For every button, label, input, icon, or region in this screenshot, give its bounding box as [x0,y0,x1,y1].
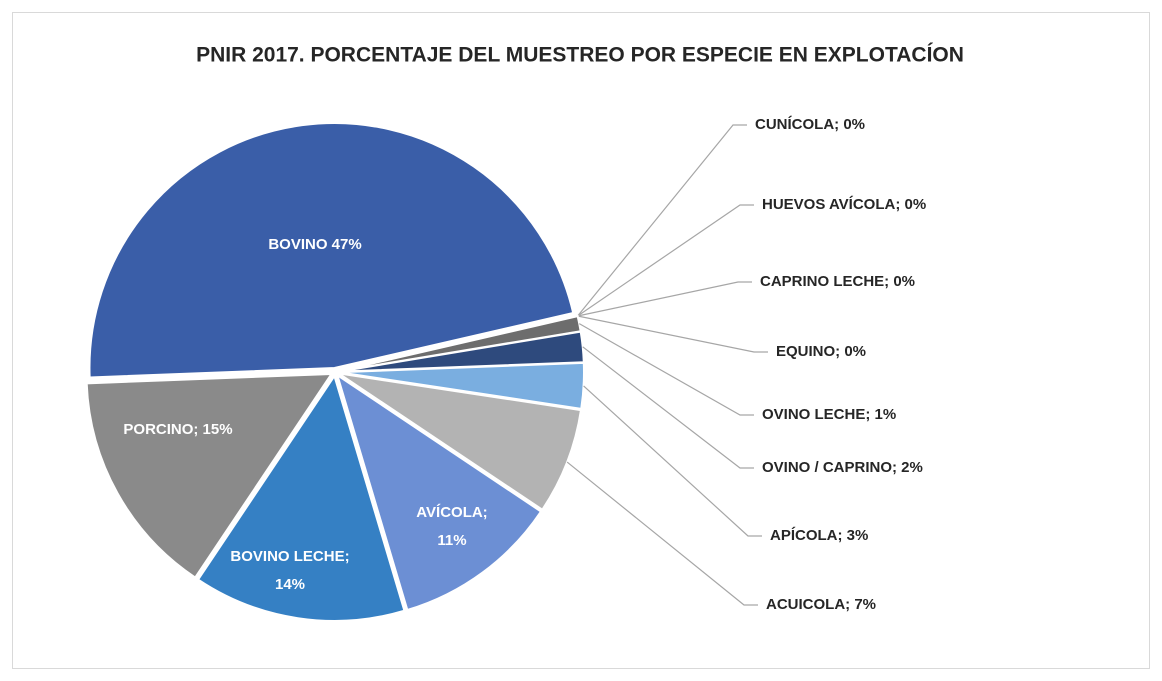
data-label: OVINO / CAPRINO; 2% [762,459,923,476]
pie-slice [196,373,406,622]
data-label: ACUICOLA; 7% [766,596,876,613]
data-label-line: EQUINO; 0% [776,343,866,360]
data-label: OVINO LECHE; 1% [762,406,896,423]
pie-slice [88,122,575,379]
data-label-line: APÍCOLA; 3% [770,527,868,544]
data-label-line: ACUICOLA; 7% [766,596,876,613]
data-label: CAPRINO LECHE; 0% [760,273,915,290]
data-label-line: AVÍCOLA; [416,504,487,521]
data-label-line: PORCINO; 15% [123,421,232,438]
leader-line [577,315,768,353]
pie-slice [338,361,585,410]
data-label-line: 11% [437,532,466,549]
data-label-line: OVINO LECHE; 1% [762,406,896,423]
data-label-line: BOVINO LECHE; [230,548,349,565]
pie-slice [338,372,583,512]
leader-line [577,204,754,317]
leader-line [583,385,762,537]
data-label: EQUINO; 0% [776,343,866,360]
pie-slice [85,372,334,579]
leader-line [577,281,752,317]
data-label: APÍCOLA; 3% [770,527,868,544]
data-label: BOVINO LECHE; 14% [230,548,349,593]
leader-line [577,124,747,317]
data-label: AVÍCOLA; 11% [416,504,487,549]
data-label: BOVINO 47% [268,236,361,253]
data-label: CUNÍCOLA; 0% [755,116,865,133]
data-label-line: CUNÍCOLA; 0% [755,116,865,133]
chart-title: PNIR 2017. PORCENTAJE DEL MUESTREO POR E… [196,44,964,67]
leader-line [566,461,758,606]
leader-line [578,323,754,416]
data-label-line: OVINO / CAPRINO; 2% [762,459,923,476]
data-label: PORCINO; 15% [123,421,232,438]
data-label-line: CAPRINO LECHE; 0% [760,273,915,290]
pie-slice [335,372,543,612]
data-label: HUEVOS AVÍCOLA; 0% [762,196,926,213]
data-label-line: 14% [275,576,305,593]
data-label-line: HUEVOS AVÍCOLA; 0% [762,196,926,213]
data-label-line: BOVINO 47% [268,236,361,253]
leader-line [582,346,754,469]
